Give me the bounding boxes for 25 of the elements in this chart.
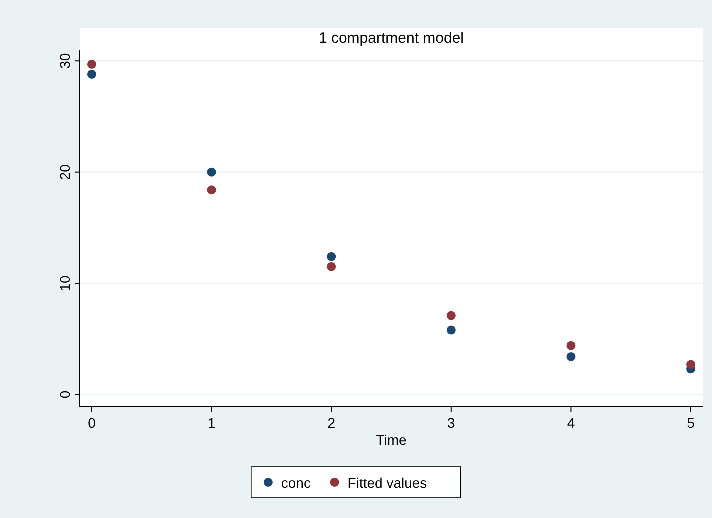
- point: [327, 262, 336, 272]
- x-tick-label: 4: [567, 415, 576, 431]
- x-tick-label: 5: [687, 415, 696, 431]
- point: [686, 360, 696, 370]
- y-tick-label: 10: [57, 276, 73, 292]
- y-tick-label: 30: [57, 53, 73, 69]
- legend-label: Fitted values: [348, 475, 428, 491]
- legend-label: conc: [281, 475, 311, 491]
- chart-title: 1 compartment model: [318, 30, 464, 47]
- y-tick-label: 20: [57, 164, 73, 180]
- point: [446, 311, 456, 320]
- point: [446, 326, 456, 335]
- x-tick-label: 3: [448, 415, 456, 431]
- point: [566, 352, 576, 362]
- x-tick-label: 1: [208, 415, 216, 431]
- x-tick-label: 0: [88, 415, 96, 431]
- point: [207, 168, 216, 177]
- point: [207, 186, 216, 195]
- x-tick-label: 2: [328, 415, 336, 431]
- point: [87, 70, 96, 79]
- point: [327, 252, 336, 262]
- point: [87, 60, 96, 69]
- y-tick-label: 0: [57, 390, 73, 399]
- x-axis-title: Time: [376, 432, 408, 448]
- point: [566, 341, 576, 350]
